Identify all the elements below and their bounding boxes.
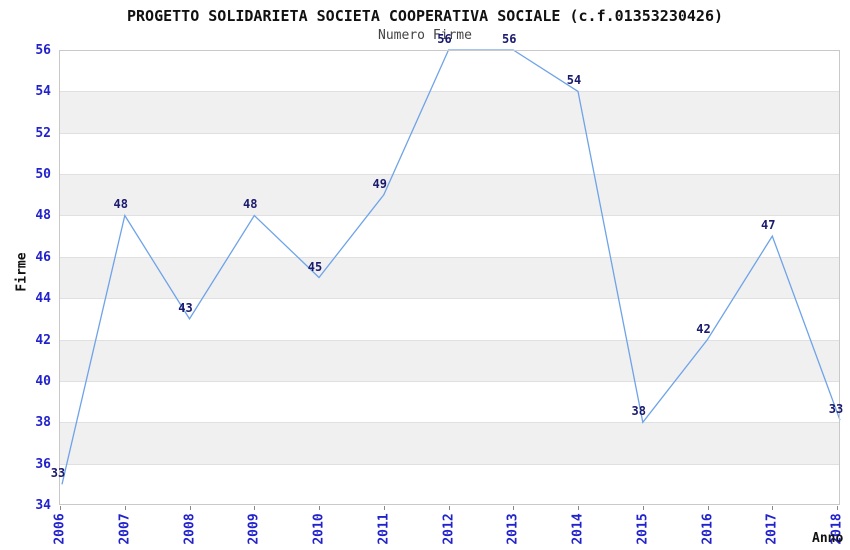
y-tick-label: 36 [35,456,51,472]
y-tick-label: 40 [35,373,51,389]
background-band [59,256,840,299]
gridline [59,340,840,341]
data-point-label: 54 [566,73,582,88]
x-tick-label: 2010 [311,513,327,545]
x-tick-mark [772,506,774,510]
x-tick-label: 2015 [635,513,651,545]
gridline [59,133,840,134]
data-point-label: 45 [307,259,323,274]
background-band [59,91,840,133]
x-tick-label: 2016 [700,513,715,545]
x-tick-mark [642,506,644,510]
x-tick-mark [383,506,385,510]
y-tick-label: 54 [35,84,51,100]
data-point-label: 38 [631,404,646,419]
x-tick-mark [513,506,515,510]
y-tick-label: 50 [35,167,51,183]
x-tick-label: 2011 [376,513,392,545]
x-tick-label: 2009 [246,513,262,545]
y-tick-label: 34 [35,498,51,513]
series-line [61,49,841,485]
gridline [59,257,840,258]
background-band [59,174,840,216]
x-tick-mark [124,506,126,510]
y-tick-label: 56 [35,43,51,58]
data-point-label: 33 [50,466,66,481]
y-tick-label: 48 [35,208,51,224]
chart-subtitle: Numero Firme [378,28,472,43]
x-tick-mark [837,506,838,510]
x-tick-label: 2014 [570,513,586,545]
x-tick-mark [448,506,450,510]
y-tick-label: 42 [35,332,51,348]
data-point-label: 47 [761,218,776,233]
plot-area [59,50,840,505]
gridline [59,298,840,299]
y-tick-label: 44 [35,291,51,307]
x-tick-label: 2013 [505,513,521,545]
chart-title: PROGETTO SOLIDARIETA SOCIETA COOPERATIVA… [126,7,724,25]
gridline [59,422,840,423]
background-band [59,339,840,381]
data-point-label: 42 [696,321,711,336]
data-point-label: 49 [372,176,387,191]
x-tick-mark [189,506,191,510]
x-tick-mark [254,506,256,510]
x-tick-mark [60,506,61,510]
gridline [59,215,840,216]
y-tick-label: 46 [35,249,51,265]
data-point-label: 48 [113,197,128,212]
x-axis-title: Anno [812,531,844,546]
data-point-label: 33 [828,402,844,417]
gridline [59,174,840,175]
gridline [59,381,840,382]
data-point-label: 48 [243,197,258,212]
data-point-label: 56 [437,32,452,46]
x-tick-label: 2006 [52,513,68,545]
x-tick-mark [707,506,709,510]
x-tick-label: 2007 [117,513,133,545]
y-tick-label: 38 [35,415,51,431]
x-tick-label: 2008 [182,513,197,545]
data-point-label: 43 [178,300,193,315]
x-tick-label: 2017 [764,513,780,545]
y-tick-label: 52 [35,125,51,141]
x-tick-mark [578,506,579,510]
y-axis-title: Firme [14,252,30,292]
x-tick-mark [319,506,320,510]
background-band [59,422,840,464]
data-point-label: 56 [502,32,517,46]
gridline [59,91,840,92]
gridline [59,464,840,465]
x-tick-label: 2012 [441,513,456,545]
